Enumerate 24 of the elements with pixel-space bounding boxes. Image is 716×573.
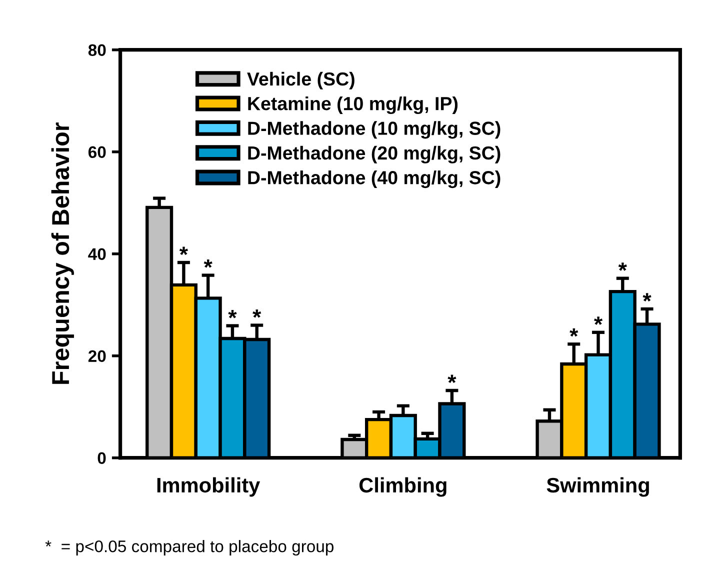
- data-label: *: [179, 246, 188, 256]
- y-tick-label: 0: [98, 452, 106, 464]
- data-label: *: [594, 316, 603, 325]
- data-label: *: [570, 328, 578, 337]
- x-tick-label: Immobility: [157, 477, 260, 497]
- y-tick-label: 80: [88, 44, 106, 56]
- y-axis-title: Frequency of Behavior: [51, 122, 74, 384]
- legend-label: D-Methadone (40 mg/kg, SC): [248, 170, 500, 188]
- data-label: *: [204, 260, 212, 268]
- legend-label: D-Methadone (10 mg/kg, SC): [248, 121, 500, 139]
- data-label: *: [618, 262, 627, 271]
- y-tick-label: 20: [88, 350, 106, 362]
- data-label: *: [448, 374, 456, 384]
- legend-label: Vehicle (SC): [247, 72, 354, 90]
- data-label: *: [642, 293, 652, 302]
- data-label: *: [228, 310, 237, 318]
- data-label: *: [252, 310, 262, 318]
- legend-label: D-Methadone (20 mg/kg, SC): [248, 146, 500, 164]
- x-tick-label: Swimming: [546, 477, 649, 497]
- x-tick-label: Climbing: [359, 477, 446, 497]
- y-tick-label: 60: [88, 146, 106, 158]
- legend-label: Ketamine (10 mg/kg, IP): [248, 96, 458, 114]
- text: * = p<0.05 compared to placebo group: [45, 540, 334, 556]
- y-tick-label: 40: [88, 248, 106, 260]
